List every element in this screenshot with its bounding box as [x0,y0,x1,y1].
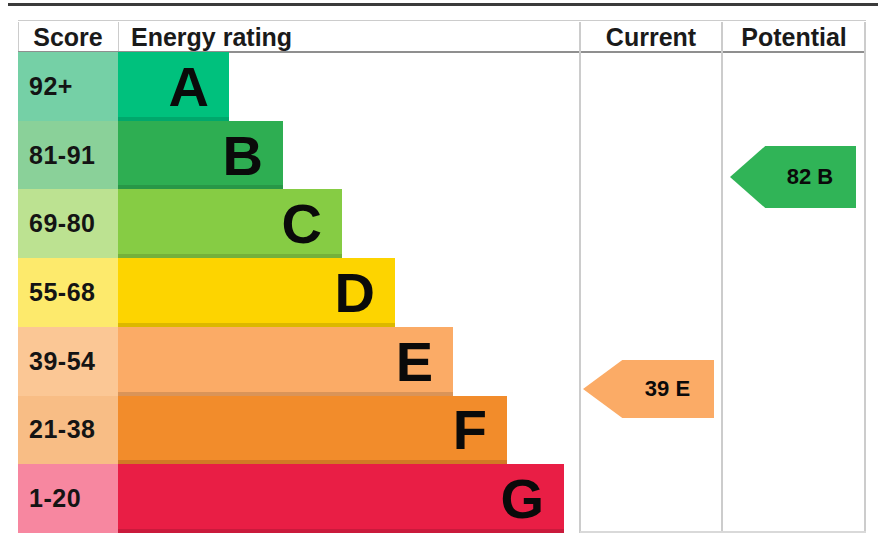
band-row-c: 69-80 C [18,189,580,258]
band-row-e: 39-54 E [18,327,580,396]
current-column-header: Current [580,22,722,52]
score-column-header: Score [18,22,118,52]
band-row-g: 1-20 G [18,464,580,533]
epc-rating-chart: Score Energy rating Current Potential 92… [0,0,886,556]
potential-column-right-border [864,22,866,533]
score-range-g: 1-20 [18,464,118,533]
band-row-b: 81-91 B [18,121,580,190]
band-row-f: 21-38 F [18,396,580,465]
potential-rating-label: 82 B [787,164,833,190]
energy-rating-column-header: Energy rating [131,22,292,52]
score-cell-right-border [118,22,119,51]
rating-bar-d: D [118,258,395,327]
rating-bar-e: E [118,327,453,396]
header-top-border [18,20,866,21]
current-column-right-border [721,22,723,533]
columns-bottom-border [580,531,866,533]
score-range-d: 55-68 [18,258,118,327]
current-rating-label: 39 E [645,376,690,402]
rating-bar-a: A [118,52,229,121]
score-range-e: 39-54 [18,327,118,396]
current-rating-arrow: 39 E [583,360,714,418]
rating-bar-b: B [118,121,283,190]
score-range-c: 69-80 [18,189,118,258]
top-border-line [8,3,878,6]
score-range-b: 81-91 [18,121,118,190]
rating-bar-g: G [118,464,564,533]
potential-column-header: Potential [722,22,866,52]
rating-bar-c: C [118,189,342,258]
band-row-a: 92+ A [18,52,580,121]
potential-rating-arrow: 82 B [730,146,856,208]
band-row-d: 55-68 D [18,258,580,327]
rating-bar-f: F [118,396,507,465]
score-range-f: 21-38 [18,396,118,465]
score-range-a: 92+ [18,52,118,121]
